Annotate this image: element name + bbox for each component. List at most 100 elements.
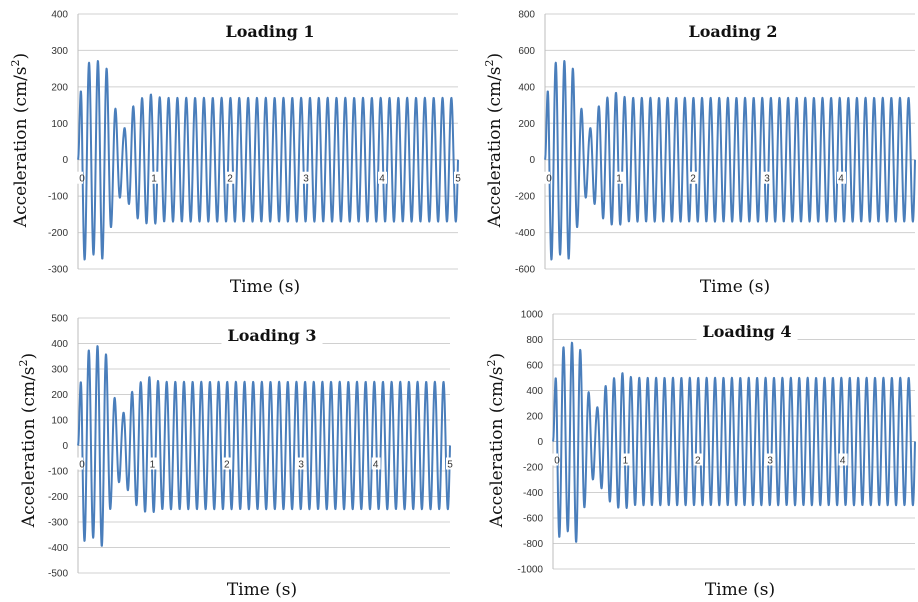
x-tick-label: 1 — [623, 456, 629, 467]
y-tick-label: -300 — [48, 518, 68, 529]
y-tick-label: -200 — [515, 192, 535, 203]
x-tick-label-bg — [689, 171, 698, 184]
chart-panel-2: -600 -400 -200 0 200 400 600 800 0 1 2 3 4 Loading 2 T… — [483, 10, 916, 297]
x-tick-label: 2 — [695, 456, 701, 467]
x-tick-label-bg — [549, 453, 558, 466]
y-axis-label-close: ) — [485, 53, 505, 60]
y-tick-label: -300 — [48, 265, 68, 276]
chart-panel-4: -1000 -800 -600 -400 -200 0 200 400 600 800 1000 0 1… — [485, 310, 916, 600]
y-axis-label-text: Acceleration (cm/s — [19, 366, 39, 528]
y-axis-label: Acceleration (cm/s2) — [483, 53, 505, 228]
y-tick-label: -400 — [48, 543, 68, 554]
y-tick-label: -600 — [515, 265, 535, 276]
x-tick-label: 3 — [303, 174, 309, 185]
y-tick-label: -200 — [48, 492, 68, 503]
x-tick-label-bg — [150, 171, 159, 184]
x-tick-label: 1 — [616, 174, 622, 185]
chart-title-bg — [219, 20, 321, 43]
y-tick-label: 1000 — [521, 310, 544, 321]
x-tick-label: 2 — [690, 174, 696, 185]
x-tick-label-bg — [74, 171, 83, 184]
x-tick-label: 3 — [298, 460, 304, 471]
x-tick-label: 5 — [447, 460, 453, 471]
y-axis-label: Acceleration (cm/s2) — [9, 53, 31, 228]
chart-title-bg — [682, 20, 784, 43]
y-tick-label: -200 — [523, 463, 543, 474]
x-tick-label: 4 — [373, 460, 379, 471]
y-tick-label: 100 — [51, 416, 68, 427]
y-tick-label: -800 — [523, 539, 543, 550]
y-tick-label: 600 — [518, 46, 535, 57]
x-tick-label: 0 — [79, 460, 85, 471]
x-axis-label: Time (s) — [227, 580, 297, 600]
x-tick-label-bg — [454, 171, 463, 184]
y-tick-label: 300 — [51, 365, 68, 376]
y-tick-label: -400 — [515, 228, 535, 239]
chart-title: Loading 1 — [225, 22, 314, 41]
x-tick-label-bg — [74, 457, 83, 470]
x-tick-label: 3 — [767, 456, 773, 467]
x-tick-label-bg — [226, 171, 235, 184]
chart-title: Loading 2 — [688, 22, 777, 41]
y-axis-label-sup: 2 — [485, 359, 498, 366]
y-axis-label-sup: 2 — [483, 59, 496, 66]
x-tick-label: 0 — [546, 174, 552, 185]
y-tick-label: 0 — [537, 437, 543, 448]
y-tick-label: 400 — [526, 386, 543, 397]
x-tick-label: 4 — [838, 174, 844, 185]
x-tick-label-bg — [615, 171, 624, 184]
x-tick-label: 0 — [554, 456, 560, 467]
y-axis-label-close: ) — [11, 53, 31, 60]
x-tick-label: 5 — [455, 174, 461, 185]
y-tick-label: 600 — [526, 361, 543, 372]
y-tick-label: 800 — [526, 335, 543, 346]
y-tick-label: -100 — [48, 192, 68, 203]
y-tick-label: 0 — [62, 441, 68, 452]
x-tick-label-bg — [378, 171, 387, 184]
y-tick-label: 400 — [51, 10, 68, 21]
y-tick-label: 200 — [51, 82, 68, 93]
x-tick-label-bg — [693, 453, 703, 466]
y-tick-label: 300 — [51, 46, 68, 57]
y-axis-label: Acceleration (cm/s2) — [485, 353, 507, 528]
x-axis-label: Time (s) — [705, 580, 775, 600]
x-tick-label: 1 — [151, 174, 157, 185]
x-tick-label-bg — [371, 457, 381, 470]
x-tick-label: 3 — [764, 174, 770, 185]
y-tick-label: 800 — [518, 10, 535, 21]
y-tick-label: 200 — [518, 119, 535, 130]
x-tick-label-bg — [222, 457, 232, 470]
x-tick-label: 0 — [79, 174, 85, 185]
chart-title-bg — [696, 320, 798, 343]
x-tick-label-bg — [297, 457, 307, 470]
y-axis-label-text: Acceleration (cm/s — [11, 66, 31, 228]
y-tick-label: 0 — [529, 155, 535, 166]
chart-title-bg — [221, 324, 323, 347]
y-axis-label-sup: 2 — [17, 359, 30, 366]
y-tick-label: 0 — [62, 155, 68, 166]
y-tick-label: 200 — [51, 390, 68, 401]
chart-title: Loading 3 — [227, 326, 316, 345]
y-tick-label: 400 — [518, 82, 535, 93]
series-line — [77, 59, 459, 261]
y-tick-label: -200 — [48, 228, 68, 239]
x-axis-label: Time (s) — [230, 277, 300, 297]
y-tick-label: -600 — [523, 514, 543, 525]
y-axis-label-close: ) — [487, 353, 507, 360]
x-tick-label: 4 — [379, 174, 385, 185]
y-axis-label-close: ) — [19, 353, 39, 360]
x-tick-label-bg — [837, 171, 846, 184]
y-axis-label-text: Acceleration (cm/s — [485, 66, 505, 228]
x-axis-label: Time (s) — [700, 277, 770, 297]
series-line — [552, 341, 916, 543]
chart-panel-3: -500 -400 -300 -200 -100 0 100 200 300 400 500 0 1 2 3… — [17, 314, 455, 600]
y-axis-label-sup: 2 — [9, 59, 22, 66]
y-axis-label: Acceleration (cm/s2) — [17, 353, 39, 528]
y-tick-label: 500 — [51, 314, 68, 325]
x-tick-label-bg — [621, 453, 631, 466]
x-tick-label-bg — [838, 453, 848, 466]
x-tick-label: 2 — [227, 174, 233, 185]
x-tick-label: 1 — [150, 460, 156, 471]
y-tick-label: -400 — [523, 488, 543, 499]
